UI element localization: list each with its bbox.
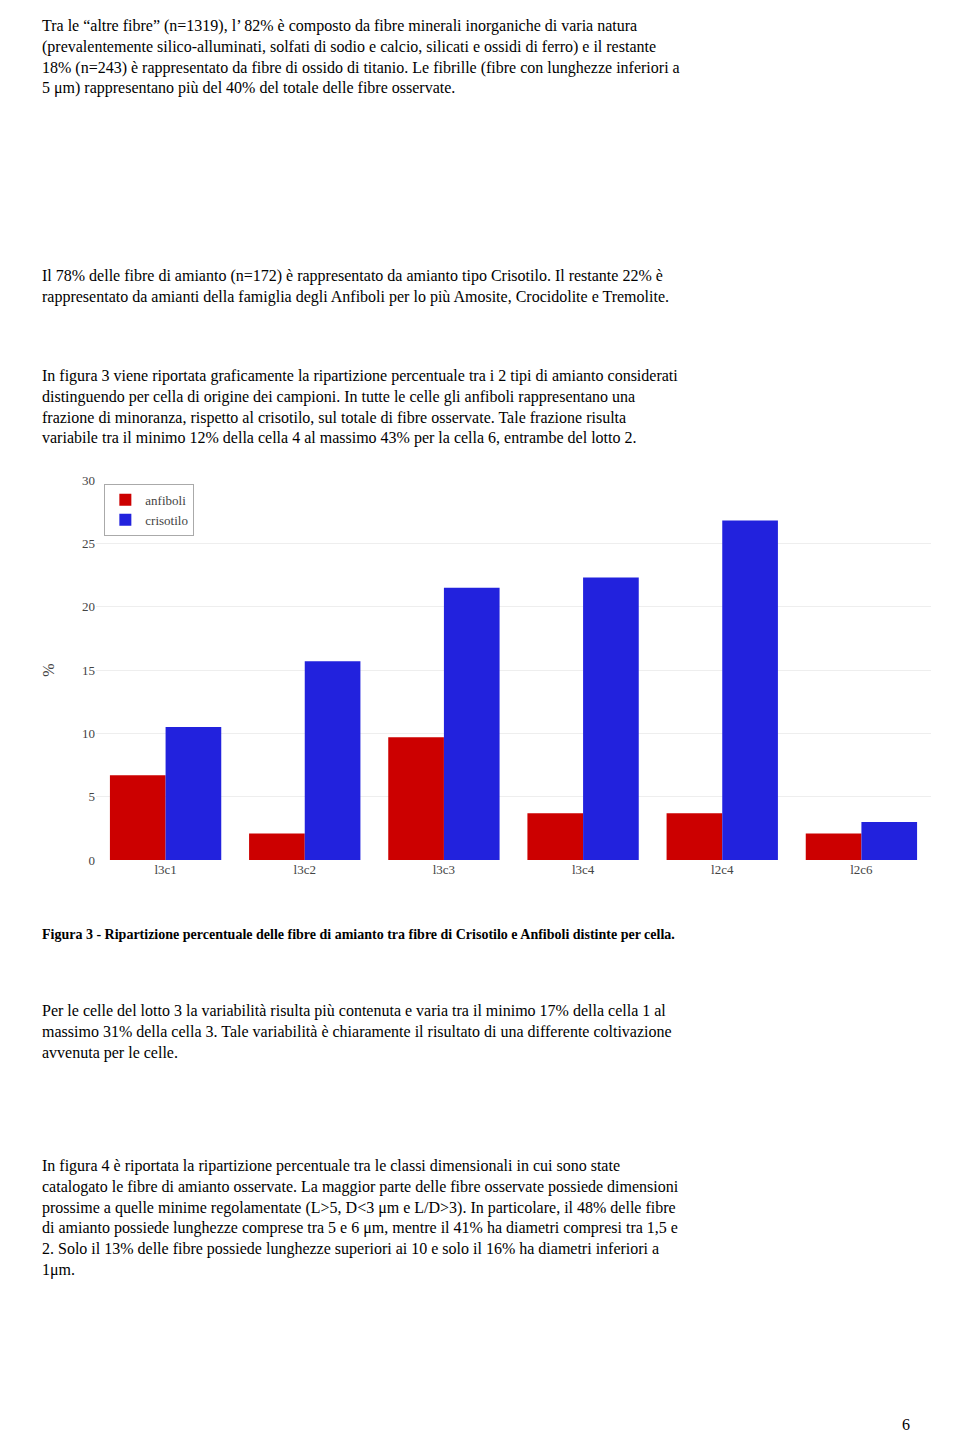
svg-text:25: 25 <box>82 536 95 551</box>
svg-text:5: 5 <box>89 789 96 804</box>
svg-text:anfiboli: anfiboli <box>145 493 186 508</box>
svg-text:l2c4: l2c4 <box>711 862 734 877</box>
svg-text:l3c1: l3c1 <box>154 862 176 877</box>
svg-text:Tra le “altre fibre” (n=1319),: Tra le “altre fibre” (n=1319), l’ 82% è … <box>42 17 680 97</box>
svg-text:0: 0 <box>89 853 96 868</box>
svg-text:Figura 3 - Ripartizione percen: Figura 3 - Ripartizione percentuale dell… <box>42 927 675 942</box>
svg-text:15: 15 <box>82 663 95 678</box>
svg-text:l3c3: l3c3 <box>433 862 455 877</box>
svg-text:Per le celle del lotto 3 la va: Per le celle del lotto 3 la variabilità … <box>42 1002 672 1062</box>
svg-text:10: 10 <box>82 726 95 741</box>
svg-text:l3c2: l3c2 <box>294 862 316 877</box>
svg-text:Il 78% delle fibre di amianto: Il 78% delle fibre di amianto (n=172) è … <box>42 267 669 306</box>
svg-text:6: 6 <box>902 1416 910 1433</box>
svg-text:In figura 3 viene riportata gr: In figura 3 viene riportata graficamente… <box>42 367 678 447</box>
svg-text:In figura 4 è riportata la rip: In figura 4 è riportata la ripartizione … <box>42 1157 679 1279</box>
svg-text:%: % <box>40 663 57 676</box>
svg-text:crisotilo: crisotilo <box>145 513 188 528</box>
svg-text:l3c4: l3c4 <box>572 862 595 877</box>
svg-text:20: 20 <box>82 599 95 614</box>
svg-text:l2c6: l2c6 <box>850 862 873 877</box>
svg-text:30: 30 <box>82 473 95 488</box>
